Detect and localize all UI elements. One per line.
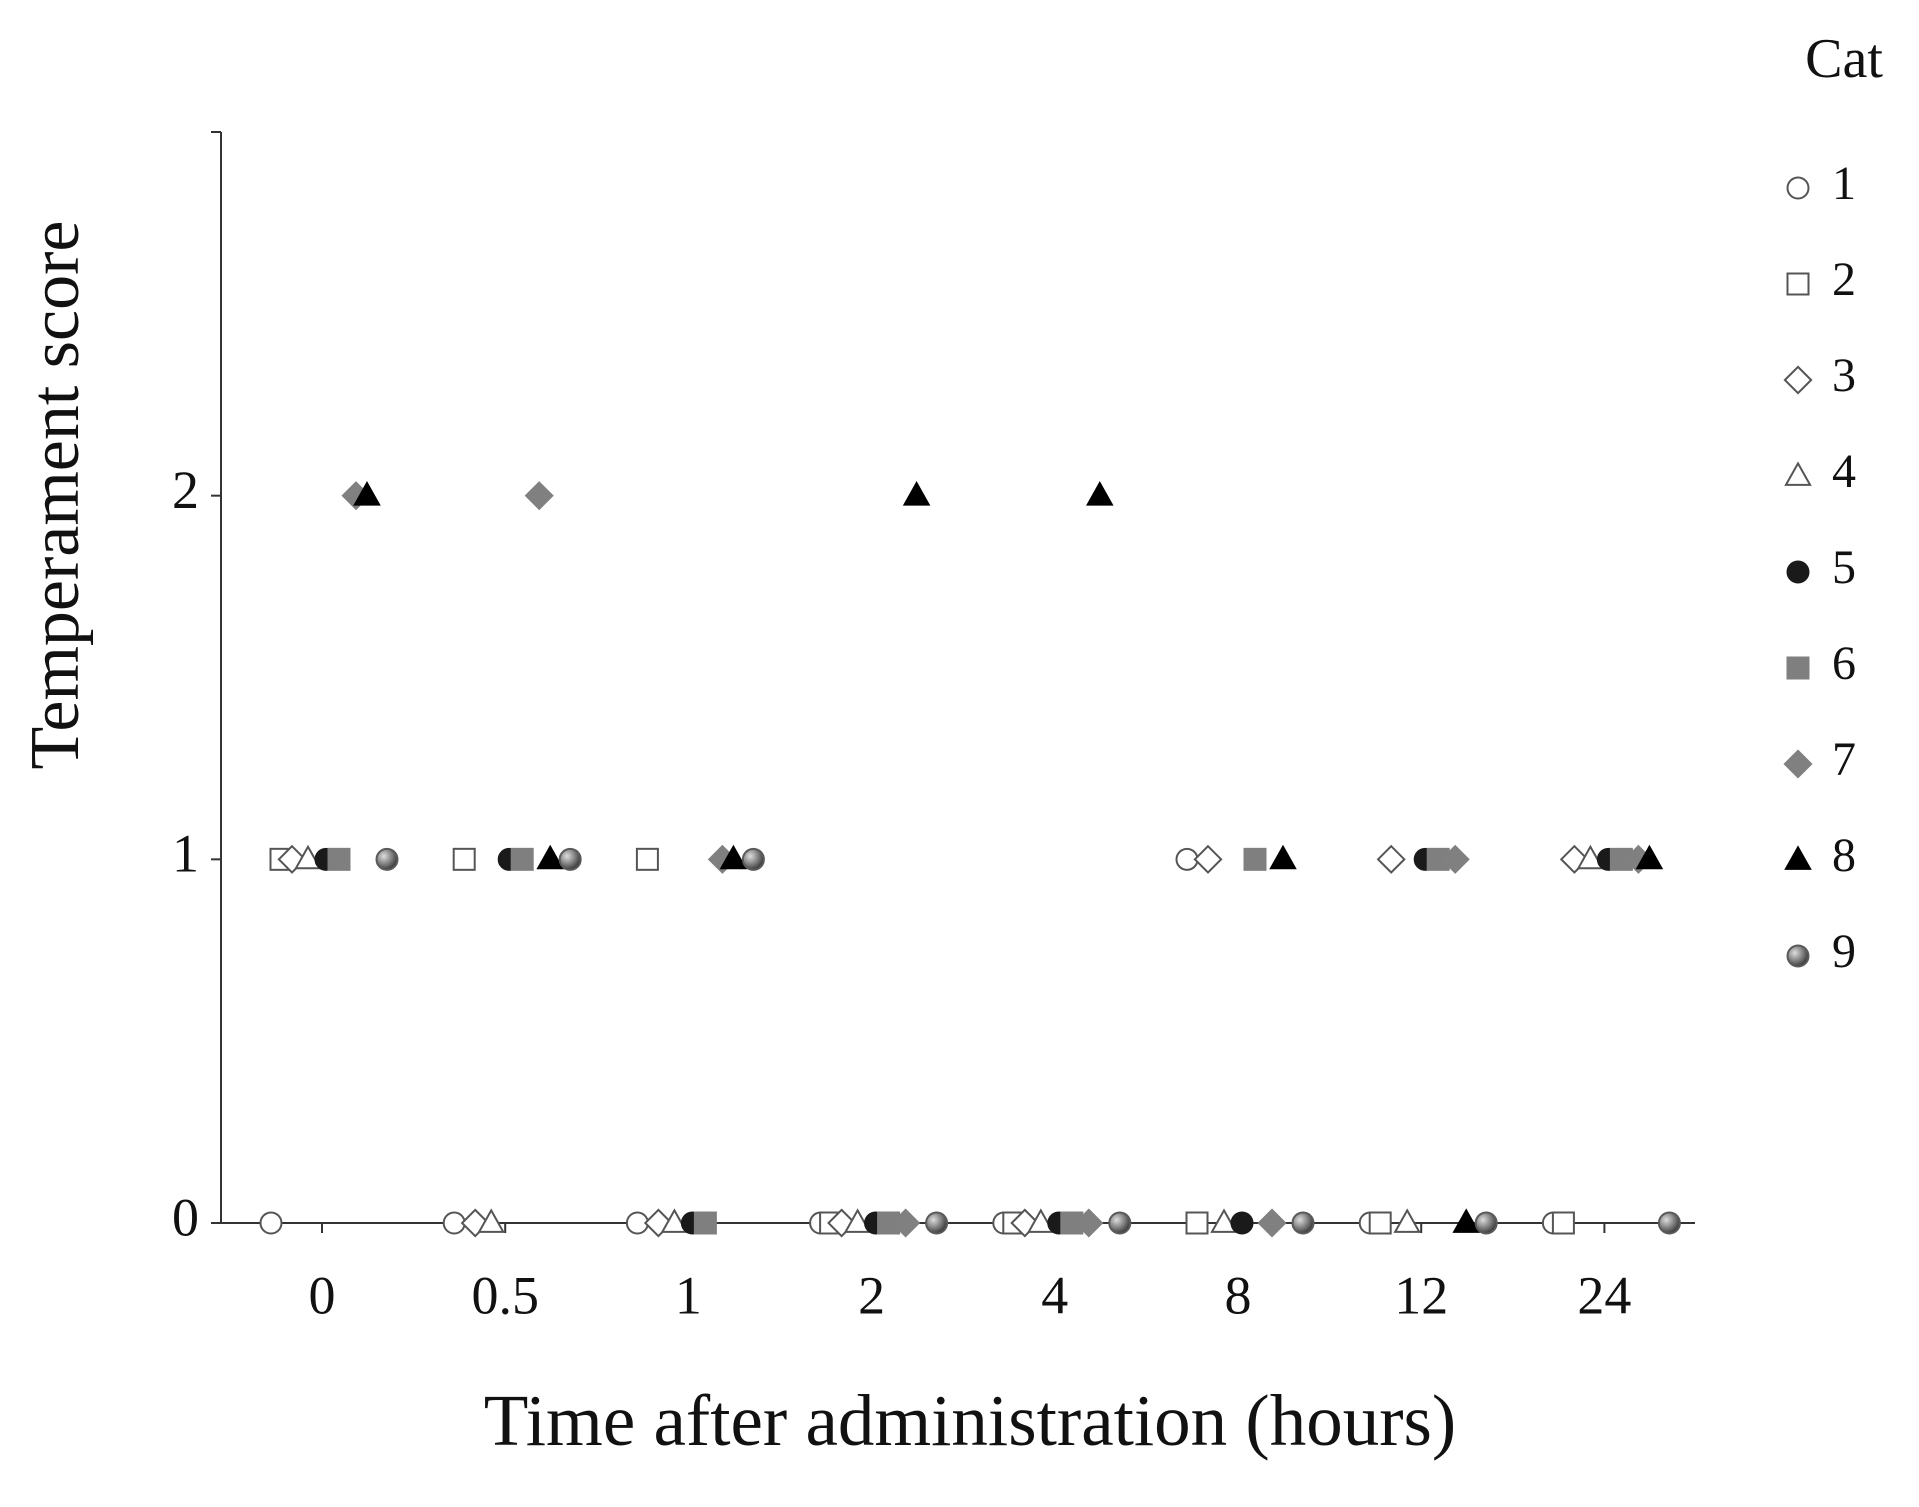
x-tick-label: 12 <box>1394 1265 1448 1325</box>
data-point <box>1576 844 1605 870</box>
data-point <box>1452 1208 1480 1233</box>
y-tick-label: 0 <box>172 1187 199 1247</box>
y-tick-label: 1 <box>172 824 199 884</box>
data-point <box>1551 1211 1575 1235</box>
data-point <box>1243 847 1267 871</box>
data-point <box>1635 844 1664 870</box>
legend-marker <box>1786 944 1810 968</box>
data-point <box>891 1208 921 1238</box>
data-point <box>741 847 765 871</box>
data-point <box>843 1208 872 1233</box>
data-point <box>1440 844 1470 874</box>
data-point <box>1230 1211 1254 1235</box>
data-point <box>1108 1211 1132 1235</box>
data-point <box>1474 1211 1498 1235</box>
x-tick-label: 0 <box>309 1265 336 1325</box>
legend-marker <box>1784 845 1812 870</box>
data-point <box>1257 1208 1287 1238</box>
data-point <box>524 481 554 511</box>
data-point <box>327 847 351 871</box>
data-point <box>1657 1211 1681 1235</box>
x-tick-label: 24 <box>1577 1265 1631 1325</box>
legend-title: Cat <box>1805 28 1883 90</box>
data-point <box>1027 1208 1055 1233</box>
data-point <box>902 481 931 506</box>
data-point <box>294 844 322 870</box>
legend-label: 8 <box>1832 829 1856 882</box>
data-point <box>1193 844 1223 874</box>
x-tick-label: 1 <box>675 1265 702 1325</box>
data-point <box>353 481 381 506</box>
legend-label: 4 <box>1832 445 1856 498</box>
x-axis-label: Time after administration (hours) <box>484 1380 1457 1461</box>
data-point <box>693 1211 717 1235</box>
legend-marker <box>1786 176 1810 200</box>
x-tick-label: 8 <box>1225 1265 1252 1325</box>
data-point <box>510 847 534 871</box>
data-point <box>1185 1211 1209 1235</box>
data-point <box>1376 844 1406 874</box>
data-point <box>1368 1211 1392 1235</box>
y-tick-label: 2 <box>172 460 199 520</box>
legend-label: 9 <box>1832 925 1856 978</box>
legend-marker <box>1786 656 1810 680</box>
x-tick-label: 2 <box>858 1265 885 1325</box>
data-point <box>1269 844 1297 870</box>
data-point <box>259 1211 283 1235</box>
legend-label: 1 <box>1832 157 1856 210</box>
data-point <box>1086 481 1114 506</box>
data-point <box>719 844 748 870</box>
legend-marker <box>1786 560 1810 584</box>
legend-label: 6 <box>1832 637 1856 690</box>
data-point <box>477 1208 505 1233</box>
legend-marker <box>1783 749 1813 779</box>
data-point <box>558 847 582 871</box>
data-point <box>1210 1208 1238 1233</box>
data-point <box>1291 1211 1315 1235</box>
data-point <box>1074 1208 1104 1238</box>
legend-label: 2 <box>1832 253 1856 306</box>
data-point <box>635 847 659 871</box>
data-point <box>925 1211 949 1235</box>
x-tick-label: 4 <box>1041 1265 1068 1325</box>
legend-marker <box>1783 365 1813 395</box>
legend-marker <box>1784 461 1812 486</box>
data-point <box>536 844 564 870</box>
y-axis-label: Temperament score <box>17 221 94 770</box>
data-point <box>452 847 476 871</box>
data-point <box>375 847 399 871</box>
legend-label: 5 <box>1832 541 1856 594</box>
legend-marker <box>1786 272 1810 296</box>
data-point <box>660 1208 689 1233</box>
data-point <box>1393 1208 1421 1233</box>
legend-label: 3 <box>1832 349 1856 402</box>
legend-label: 7 <box>1832 733 1856 786</box>
x-tick-label: 0.5 <box>471 1265 539 1325</box>
